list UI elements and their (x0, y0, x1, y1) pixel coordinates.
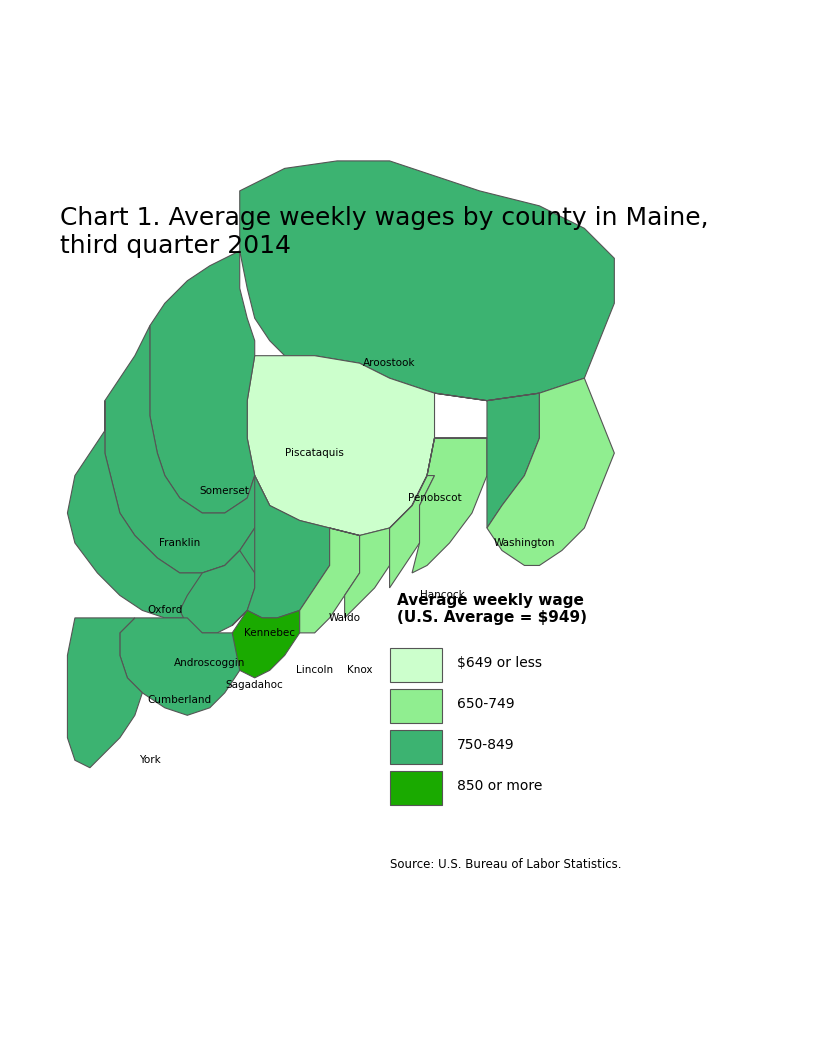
Polygon shape (150, 251, 255, 513)
Polygon shape (180, 550, 255, 633)
Polygon shape (487, 378, 614, 565)
Text: Average weekly wage
(U.S. Average = $949): Average weekly wage (U.S. Average = $949… (397, 593, 587, 625)
Text: Chart 1. Average weekly wages by county in Maine,
third quarter 2014: Chart 1. Average weekly wages by county … (60, 206, 708, 258)
Polygon shape (68, 618, 142, 768)
Text: Washington: Washington (494, 538, 555, 548)
Text: Piscataquis: Piscataquis (286, 448, 344, 458)
Polygon shape (105, 325, 270, 573)
Text: Hancock: Hancock (419, 590, 464, 601)
Text: 650-749: 650-749 (457, 697, 515, 711)
Text: Kennebec: Kennebec (244, 628, 295, 638)
Polygon shape (68, 400, 270, 618)
Text: Aroostook: Aroostook (363, 358, 416, 369)
Text: Androscoggin: Androscoggin (174, 658, 246, 667)
Text: Source: U.S. Bureau of Labor Statistics.: Source: U.S. Bureau of Labor Statistics. (389, 857, 621, 870)
Text: Somerset: Somerset (200, 486, 250, 495)
Text: Knox: Knox (347, 665, 372, 676)
FancyBboxPatch shape (389, 772, 442, 805)
Text: $649 or less: $649 or less (457, 656, 542, 670)
Polygon shape (120, 618, 240, 715)
Polygon shape (233, 610, 299, 678)
Text: Oxford: Oxford (147, 605, 183, 616)
Text: Franklin: Franklin (159, 538, 201, 548)
Text: Penobscot: Penobscot (408, 493, 461, 503)
FancyBboxPatch shape (389, 690, 442, 722)
Text: Sagadahoc: Sagadahoc (226, 680, 284, 691)
Polygon shape (233, 475, 330, 625)
Text: York: York (139, 755, 161, 766)
Polygon shape (299, 528, 360, 633)
Polygon shape (427, 393, 539, 528)
Text: 750-849: 750-849 (457, 738, 515, 752)
Polygon shape (240, 161, 614, 400)
Polygon shape (330, 528, 389, 618)
Polygon shape (389, 438, 487, 573)
Text: Cumberland: Cumberland (148, 695, 212, 705)
Text: 850 or more: 850 or more (457, 779, 543, 793)
Polygon shape (389, 438, 435, 588)
FancyBboxPatch shape (389, 731, 442, 763)
Polygon shape (247, 356, 435, 535)
FancyBboxPatch shape (389, 648, 442, 681)
Text: Lincoln: Lincoln (296, 665, 333, 676)
Text: Waldo: Waldo (329, 612, 361, 623)
